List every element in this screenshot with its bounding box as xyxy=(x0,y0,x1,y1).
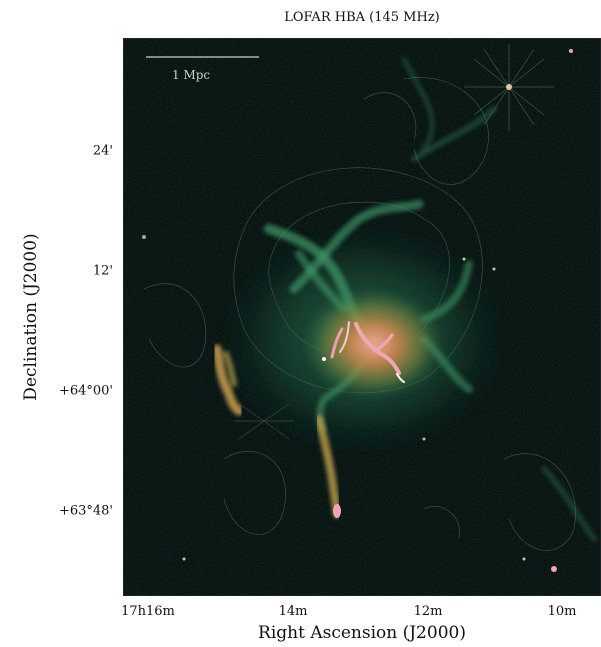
ytick-label: 12' xyxy=(92,263,113,279)
scale-bar-label: 1 Mpc xyxy=(172,68,210,82)
xtick-label: 17h16m xyxy=(121,604,175,619)
xtick-label: 14m xyxy=(278,604,308,619)
y-axis-label: Declination (J2000) xyxy=(21,233,41,401)
ytick-label: 24' xyxy=(92,143,113,159)
ytick-label: +64°00' xyxy=(58,383,113,399)
radio-image: 1 Mpc xyxy=(123,38,601,596)
xtick-label: 10m xyxy=(547,604,577,619)
x-axis-label: Right Ascension (J2000) xyxy=(258,623,466,643)
radio-galaxies xyxy=(330,321,405,383)
southern-source-head xyxy=(333,504,341,518)
xtick-label: 12m xyxy=(413,604,443,619)
bright-source xyxy=(506,84,512,90)
bright-source-artefact xyxy=(464,44,554,131)
compact-sources xyxy=(142,49,573,572)
ytick-label: +63°48' xyxy=(58,503,113,519)
left-tailed-source xyxy=(212,344,244,416)
cluster-core xyxy=(304,289,444,399)
figure-title: LOFAR HBA (145 MHz) xyxy=(284,10,440,25)
